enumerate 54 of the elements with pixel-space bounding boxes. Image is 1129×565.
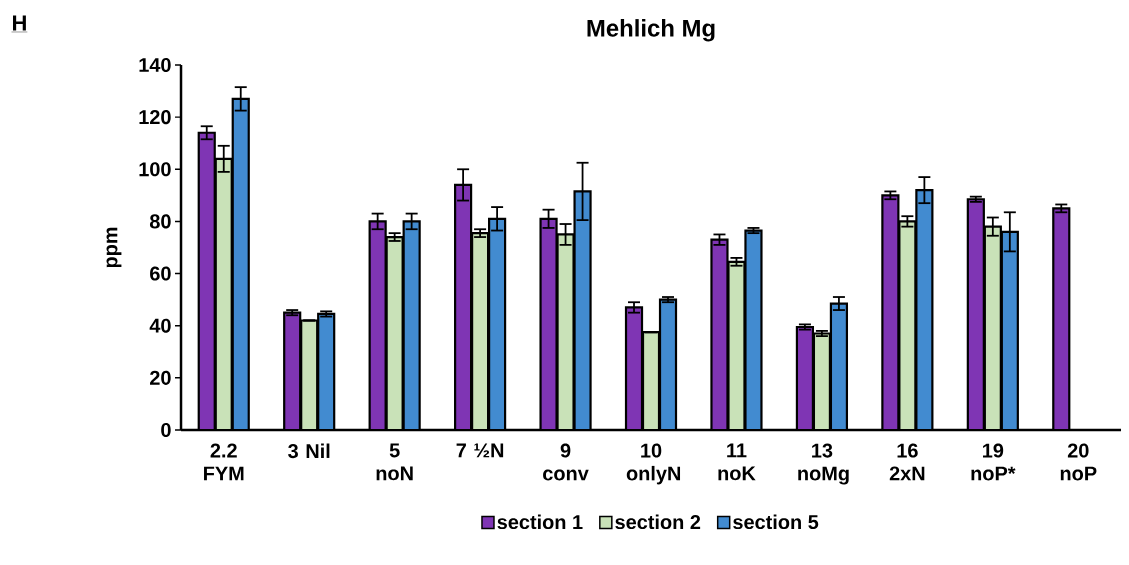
x-tick-label: 10 onlyN [626,443,681,485]
y-tick-label: 60 [150,266,171,281]
bar [488,217,507,430]
x-tick-label: 5 noN [376,443,413,481]
x-tick-label: 13 noMg [798,443,849,485]
bar [214,157,233,430]
bar [402,220,421,430]
bar [556,233,575,430]
bar [385,235,404,430]
bar [966,198,985,430]
bar [829,302,849,430]
x-tick-label: 19 noP* [971,443,1016,481]
x-tick-label: 11 noK [718,443,756,481]
bar [795,325,815,430]
bar [727,260,746,430]
bar [1052,207,1071,430]
bar [283,311,302,430]
y-tick-label: 0 [161,422,171,438]
bar [317,312,336,430]
bar [197,131,216,430]
x-tick-label: 16 2xN [889,443,925,481]
bar [539,217,558,430]
legend-label: section 1 [497,514,583,530]
bar [471,232,490,430]
x-tick-label: 7 ½N [456,443,504,458]
y-tick-label: 40 [149,318,171,333]
bar [915,189,934,430]
y-tick-label: 20 [150,370,171,385]
bar [454,183,473,430]
y-tick-label: 140 [139,57,171,73]
bar [368,220,387,430]
bar [1000,230,1019,430]
bar [898,220,917,430]
text: H [13,15,26,31]
legend-label: section 5 [733,514,819,530]
y-axis-title: ppm [106,227,122,268]
bar [624,306,644,430]
y-tick-label: 100 [139,162,171,177]
bar [658,298,678,430]
bar [573,190,592,430]
bar [710,238,729,430]
y-tick-label: 80 [149,214,171,229]
x-tick-label: 9 conv [543,443,589,481]
x-tick-label: 2.2 FYM [204,443,244,481]
bar [983,225,1002,430]
x-tick-label: 3 Nil [288,443,330,459]
y-tick-label: 120 [139,110,171,125]
bar [231,97,250,430]
x-tick-label: 20 noP [1060,443,1097,481]
chart-title: Mehlich Mg [587,19,715,42]
bar [881,194,900,430]
bar [744,229,763,430]
legend-label: section 2 [615,514,701,530]
bar [812,332,832,430]
